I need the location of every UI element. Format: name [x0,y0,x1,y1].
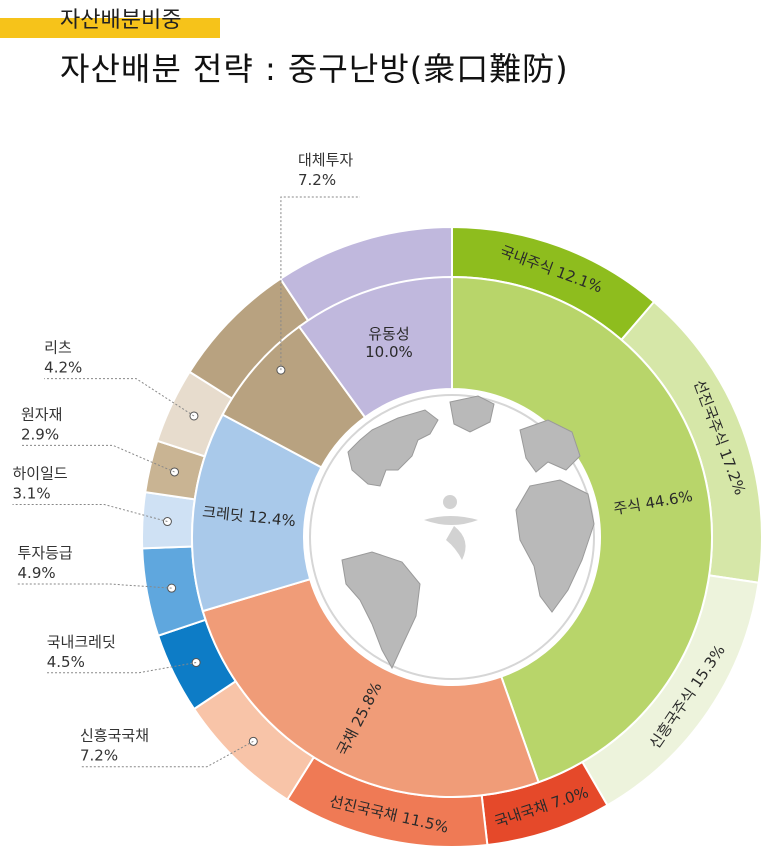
callout-label-9-1: 2.9% [21,425,59,443]
callout-label-7-0: 투자등급 [18,544,73,562]
callout-label-11-1: 7.2% [298,171,336,189]
continent-greenland [449,395,495,433]
page-title: 자산배분 전략 : 중구난방(衆口難防) [60,50,569,88]
inner-label-4: 유동성 10.0% [365,325,413,361]
header-accent-bar [0,18,220,38]
callout-label-5-0: 신흥국국채 [80,727,149,745]
callout-labels: 신흥국국채 7.2% 국내크레딧 4.5% 투자등급 4.9% 하이일드 3.1% 원자재 2.9… [12,151,360,768]
callout-line-9 [20,444,175,473]
callout-line-8 [12,504,168,523]
callout-label-6-0: 국내크레딧 [47,633,116,651]
header-tag: 자산배분비중 [60,8,182,33]
callout-line-10 [44,378,195,417]
inner-slice-0 [451,275,713,784]
callout-line-5 [80,740,254,768]
callout-label-6-1: 4.5% [47,653,85,671]
continent-africa [515,479,595,613]
callout-label-7-1: 4.9% [18,564,56,582]
callout-label-5-1: 7.2% [80,747,118,765]
logo-icon [424,495,478,560]
continent-north-america [347,409,439,487]
callout-label-8-0: 하이일드 [13,465,68,483]
callout-label-8-1: 3.1% [13,485,51,503]
callout-label-11-0: 대체투자 [298,151,353,169]
callout-label-10-0: 리츠 [44,339,72,357]
inner-ring [191,275,713,798]
globe-center [304,389,600,685]
callout-label-9-0: 원자재 [21,405,62,423]
callout-line-11 [280,196,360,371]
callout-line-7 [17,583,172,589]
continent-south-america [341,551,421,670]
callout-label-10-1: 4.2% [44,359,82,377]
continent-europe [519,419,581,473]
